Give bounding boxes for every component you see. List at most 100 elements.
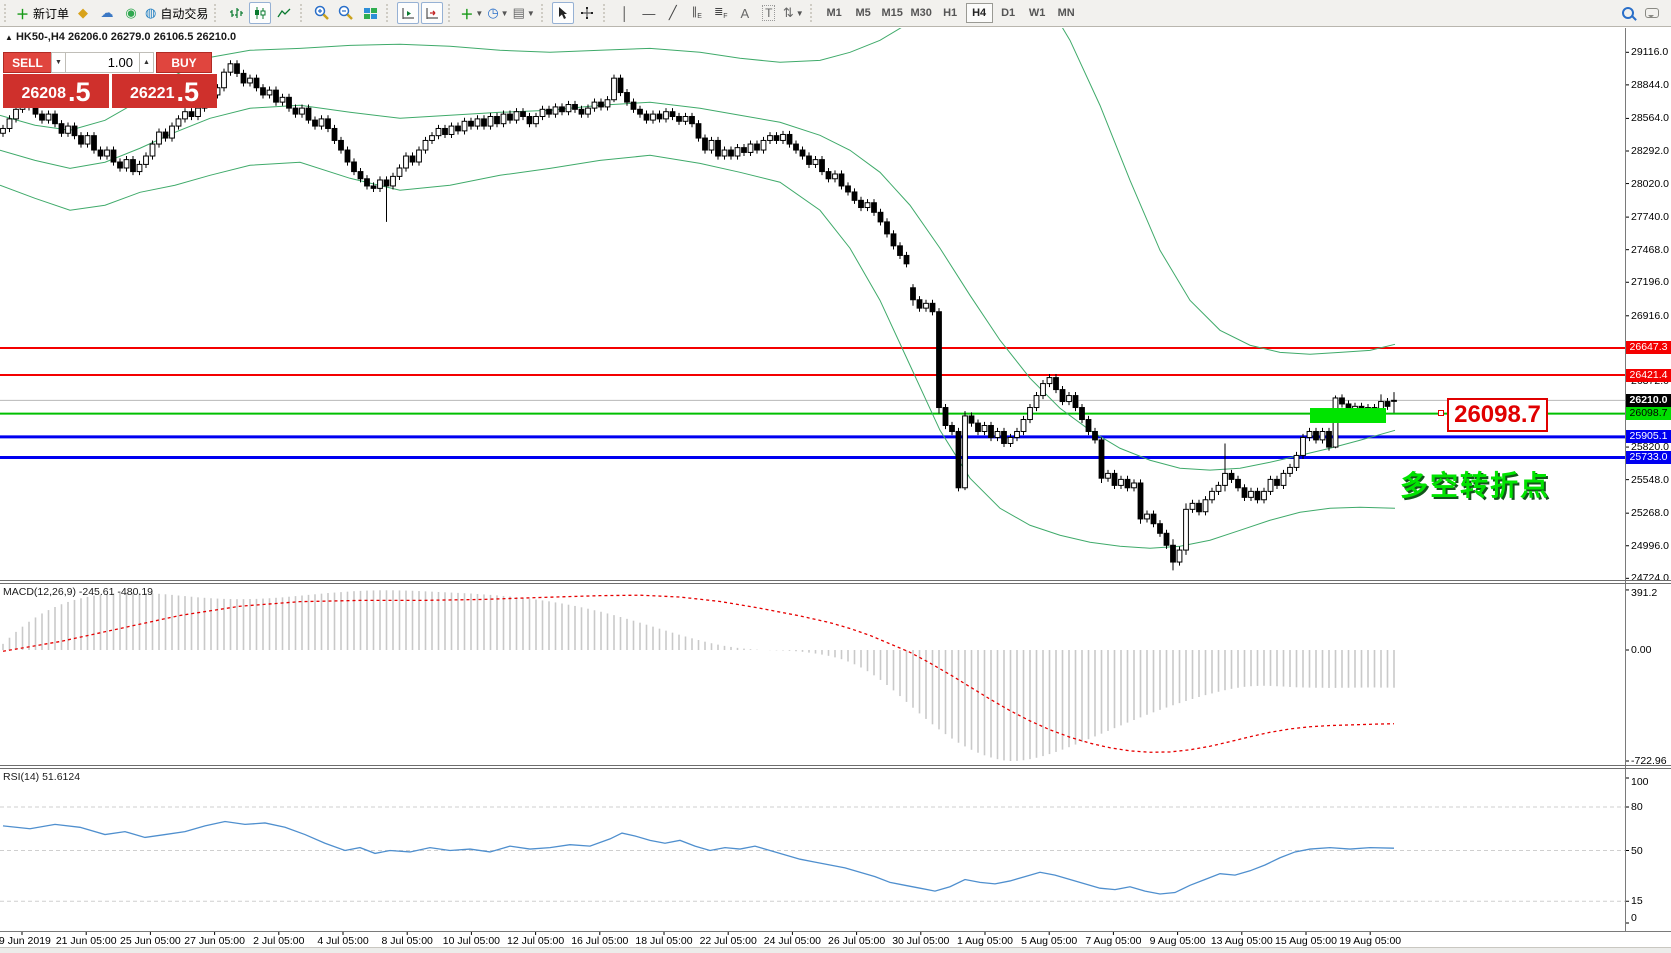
crosshair-button[interactable] [576, 2, 598, 24]
price-flag-box[interactable]: 26098.7 [1447, 398, 1548, 432]
cursor-icon [559, 7, 568, 19]
bar-chart-button[interactable] [225, 2, 247, 24]
search-button[interactable] [1617, 2, 1639, 24]
symbol-ohlc: 26206.0 26279.0 26106.5 26210.0 [67, 31, 237, 43]
sell-price[interactable]: 26208 .5 [3, 74, 109, 108]
buy-price[interactable]: 26221 .5 [112, 74, 217, 108]
tf-w1[interactable]: W1 [1028, 7, 1046, 19]
auto-scroll-button[interactable] [397, 2, 420, 24]
new-order-label: 新订单 [33, 6, 70, 21]
toolbar-grip [448, 4, 455, 22]
volume-up-button[interactable]: ▲ [139, 52, 154, 73]
autotrading-button[interactable]: ◍ 自动交易 [144, 2, 209, 24]
zoom-in-button[interactable] [311, 2, 333, 24]
flag-handle[interactable] [1438, 409, 1444, 416]
buy-price-main: 26221 [129, 85, 175, 102]
time-label: 8 Jul 05:00 [381, 935, 433, 947]
horizontal-line-button[interactable]: — [638, 2, 660, 24]
periods-button[interactable]: ◷ ▼ [486, 2, 509, 24]
volume-input[interactable]: 1.00 [66, 52, 139, 73]
macd-label: MACD(12,26,9) -245.61 -480.19 [3, 586, 153, 598]
time-label: 19 Jun 2019 [0, 935, 51, 947]
tile-windows-button[interactable] [359, 2, 381, 24]
level-label: 26421.4 [1626, 368, 1671, 382]
vertical-line-button[interactable]: │ [614, 2, 636, 24]
ingot-button[interactable]: ◆ [72, 2, 94, 24]
chevron-down-icon: ▼ [475, 8, 484, 18]
crosshair-icon [580, 7, 593, 19]
fibonacci-icon: ≣F [714, 6, 728, 21]
time-label: 30 Jul 05:00 [892, 935, 950, 947]
turning-point-note[interactable]: 多空转折点 [1400, 470, 1551, 501]
tf-h4[interactable]: H4 [965, 3, 993, 23]
time-label: 16 Jul 05:00 [571, 935, 629, 947]
buy-button[interactable]: BUY [156, 52, 212, 73]
panel-separator-drag[interactable] [0, 583, 1671, 584]
toolbar-grip [4, 4, 11, 22]
axis-label: 28292.0 [1631, 144, 1669, 157]
level-label: 26098.7 [1626, 407, 1671, 421]
time-label: 7 Aug 05:00 [1085, 935, 1142, 947]
one-click-trading-panel: SELL ▼ 1.00 ▲ BUY 26208 .5 26221 .5 [3, 52, 218, 108]
volume-down-button[interactable]: ▼ [51, 52, 66, 73]
tf-m30[interactable]: M30 [910, 7, 932, 19]
chevron-down-icon: ▼ [526, 8, 535, 18]
panel-separator-drag[interactable] [0, 768, 1671, 769]
chat-button[interactable] [1641, 2, 1663, 24]
toolbar-grip [214, 4, 221, 22]
cursor-button[interactable] [551, 2, 574, 24]
community-button[interactable]: ☁ [96, 2, 118, 24]
text-label-button[interactable]: T [758, 2, 780, 24]
trendline-button[interactable]: ╱ [662, 2, 684, 24]
candlestick-chart-icon [255, 7, 266, 19]
axis-label: 50 [1631, 844, 1643, 857]
chat-icon [1645, 8, 1659, 18]
bar-chart-icon [230, 8, 244, 18]
templates-button[interactable]: ▤ ▼ [512, 2, 536, 24]
axis-border [1625, 28, 1626, 931]
axis-label: 391.2 [1631, 586, 1658, 599]
search-icon [1622, 7, 1634, 19]
tf-mn[interactable]: MN [1057, 7, 1075, 19]
text-label-icon: T [762, 5, 776, 21]
axis-label: 25548.0 [1631, 473, 1669, 486]
fibonacci-button[interactable]: ≣F [710, 2, 732, 24]
time-label: 25 Jun 05:00 [120, 935, 181, 947]
chart-shift-button[interactable] [421, 2, 444, 24]
indicators-button[interactable]: ＋ ▼ [459, 2, 484, 24]
line-chart-button[interactable] [273, 2, 295, 24]
sell-button[interactable]: SELL [3, 52, 51, 73]
time-label: 27 Jun 05:00 [184, 935, 245, 947]
axis-label: 25820.0 [1631, 441, 1669, 454]
time-label: 5 Aug 05:00 [1021, 935, 1078, 947]
vertical-line-icon: │ [620, 5, 629, 21]
signals-button[interactable]: ◉ [120, 2, 142, 24]
time-label: 2 Jul 05:00 [253, 935, 305, 947]
time-label: 10 Jul 05:00 [442, 935, 500, 947]
tf-m1[interactable]: M1 [826, 7, 842, 19]
time-label: 22 Jul 05:00 [699, 935, 757, 947]
tf-h1[interactable]: H1 [943, 7, 958, 19]
time-label: 1 Aug 05:00 [956, 935, 1014, 947]
axis-label: 15 [1631, 895, 1643, 908]
axis-label: 0 [1631, 912, 1637, 924]
channel-icon: ∥E [691, 6, 702, 21]
tf-d1[interactable]: D1 [1001, 7, 1016, 19]
axis-label: 24724.0 [1631, 572, 1669, 585]
window-bottom-strip [0, 947, 1671, 953]
text-button[interactable]: A [734, 2, 756, 24]
arrows-button[interactable]: ⇅ ▼ [782, 2, 805, 24]
arrows-icon: ⇅ [782, 5, 794, 20]
zoom-out-button[interactable] [335, 2, 357, 24]
axis-label: -722.96 [1631, 754, 1667, 767]
tf-m15[interactable]: M15 [881, 7, 903, 19]
candlestick-chart-button[interactable] [249, 2, 272, 24]
new-order-icon: ＋ [16, 6, 30, 22]
symbol-info: ▲ HK50-,H4 26206.0 26279.0 26106.5 26210… [5, 31, 236, 43]
equidistant-channel-button[interactable]: ∥E [686, 2, 708, 24]
symbol-title: HK50-,H4 [15, 31, 65, 43]
time-label: 18 Jul 05:00 [635, 935, 693, 947]
tf-m5[interactable]: M5 [855, 7, 871, 19]
chart-canvas[interactable] [0, 28, 1671, 953]
new-order-button[interactable]: ＋ 新订单 [15, 2, 70, 24]
